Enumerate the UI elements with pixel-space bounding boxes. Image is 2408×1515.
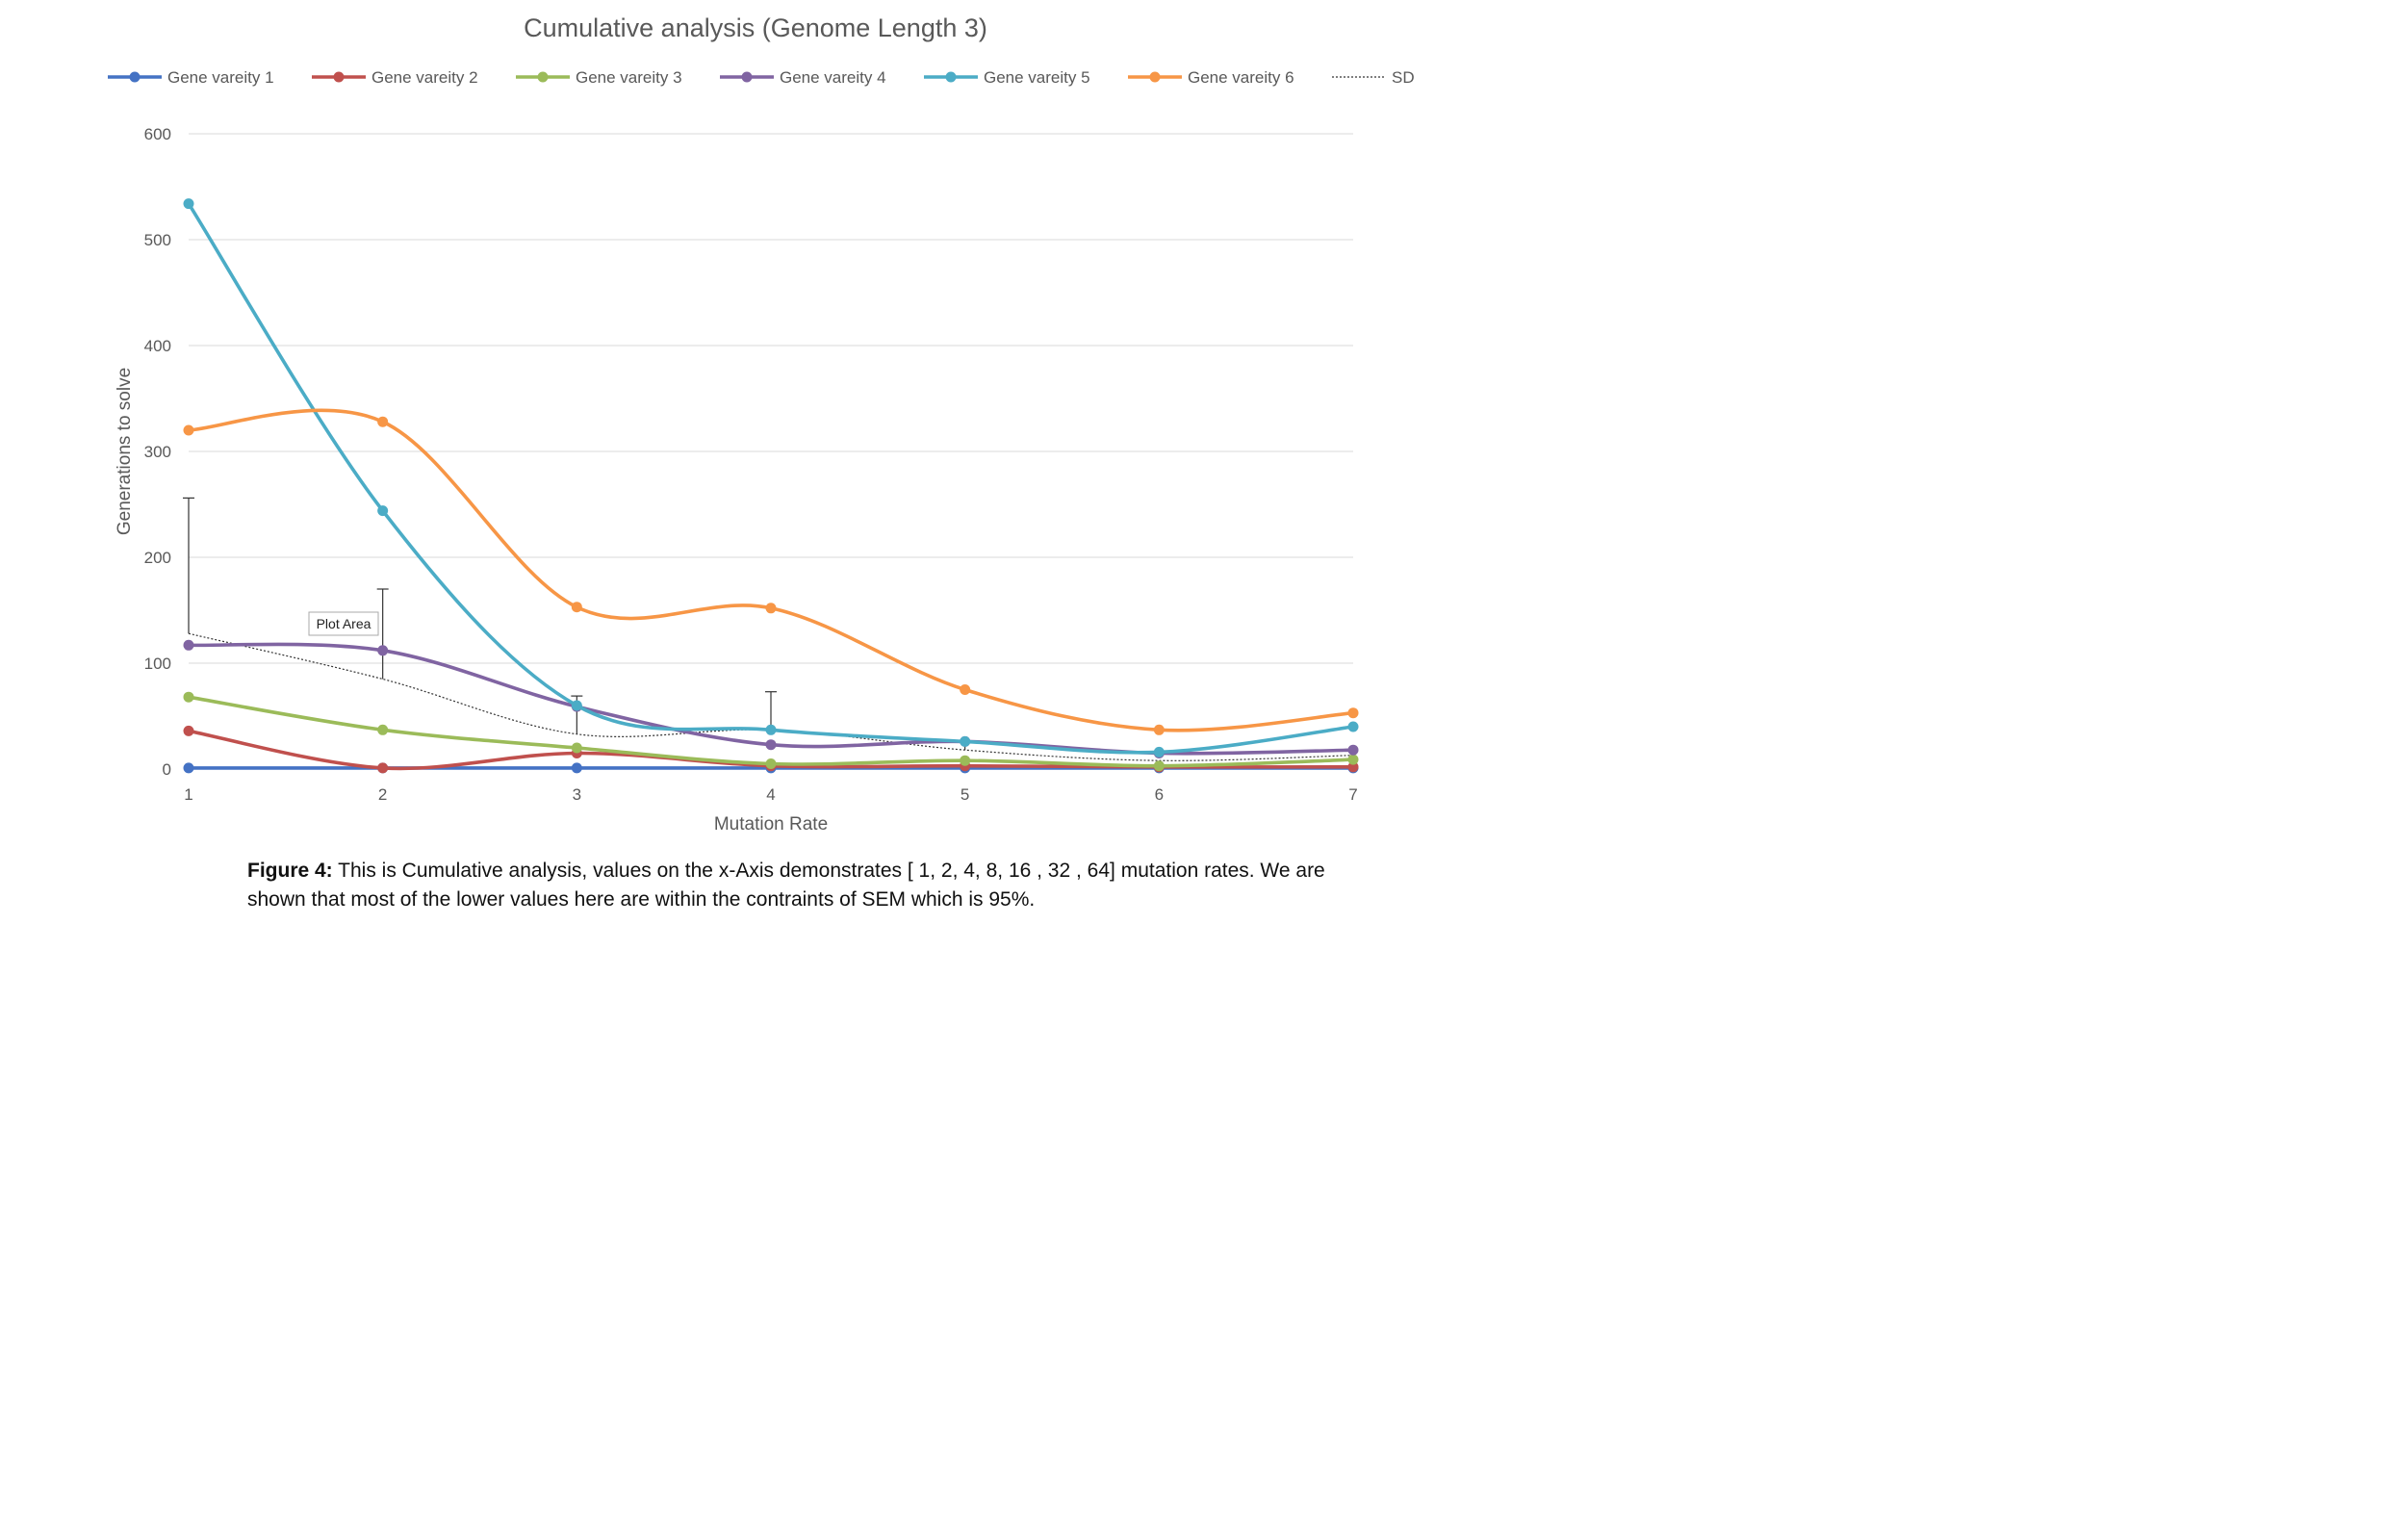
sd-error-bars [183,497,971,751]
legend-swatch-marker [741,71,753,83]
data-point [183,691,194,703]
data-point [1153,760,1165,772]
legend-label: Gene vareity 3 [576,68,682,87]
data-point [377,762,389,774]
x-tick-label: 1 [184,785,192,804]
x-tick-label: 3 [573,785,581,804]
legend-label: Gene vareity 6 [1188,68,1294,87]
legend-item-3: Gene vareity 3 [516,68,682,87]
series-line [187,202,1354,755]
data-point [377,645,389,656]
x-tick-label: 7 [1348,785,1357,804]
y-tick-label: 600 [144,125,171,143]
series-3 [183,691,1359,772]
plot-area-tooltip: Plot Area [308,611,379,636]
legend-item-6: Gene vareity 6 [1128,68,1294,87]
data-point [765,724,777,735]
caption-text: This is Cumulative analysis, values on t… [247,860,1325,911]
legend-item-1: Gene vareity 1 [108,68,274,87]
data-point [183,725,194,736]
data-point [571,700,582,711]
y-axis-label: Generations to solve [115,368,135,535]
legend-item-4: Gene vareity 4 [720,68,886,87]
data-point [1347,754,1359,765]
legend-label: SD [1392,68,1415,87]
x-tick-label: 6 [1155,785,1164,804]
caption-label: Figure 4: [247,860,333,882]
y-tick-label: 400 [144,337,171,355]
x-tick-label: 4 [766,785,775,804]
legend-item-sd: SD [1332,68,1415,87]
legend-swatch-marker [129,71,141,83]
legend-swatch-marker [945,71,957,83]
gridlines [189,133,1353,770]
data-point [377,416,389,427]
legend-label: Gene vareity 4 [780,68,886,87]
y-tick-label: 0 [163,760,171,779]
data-point [1153,724,1165,735]
legend-swatch-marker [1149,71,1161,83]
data-point [183,639,194,651]
y-tick-label: 300 [144,443,171,461]
data-point [183,762,194,774]
data-point [1347,761,1359,773]
x-tick-label: 5 [961,785,969,804]
y-tick-label: 500 [144,231,171,249]
x-axis-label: Mutation Rate [714,814,828,835]
x-tick-label: 2 [378,785,387,804]
legend-swatch-marker [537,71,549,83]
x-axis-ticks: 1 2 3 4 5 6 7 [184,785,1357,804]
data-point [1153,746,1165,758]
data-point [765,603,777,614]
figure-caption: Figure 4: This is Cumulative analysis, v… [247,857,1373,914]
legend-label: Gene vareity 1 [167,68,274,87]
data-point [1347,707,1359,719]
legend-label: Gene vareity 5 [984,68,1090,87]
data-point [1347,744,1359,756]
series-group [183,198,1359,774]
series-6 [183,408,1359,735]
legend: Gene vareity 1 Gene vareity 2 Gene vareity… [108,68,1415,87]
data-point [377,505,389,517]
data-point [765,739,777,751]
data-point [571,762,582,774]
data-point [571,742,582,754]
data-point [183,198,194,210]
y-tick-label: 200 [144,549,171,567]
data-point [377,724,389,735]
series-5 [183,198,1359,758]
data-point [765,758,777,769]
series-line [188,408,1354,732]
legend-swatch-marker [333,71,345,83]
chart: Cumulative analysis (Genome Length 3) Ge… [108,13,1415,835]
legend-item-5: Gene vareity 5 [924,68,1090,87]
tooltip-text: Plot Area [317,616,371,631]
data-point [571,602,582,613]
data-point [183,424,194,436]
legend-item-2: Gene vareity 2 [312,68,478,87]
y-tick-label: 100 [144,655,171,673]
data-point [1347,721,1359,732]
chart-title: Cumulative analysis (Genome Length 3) [524,13,987,42]
data-point [960,755,971,766]
data-point [960,684,971,695]
y-axis-ticks: 0 100 200 300 400 500 600 [144,125,171,779]
data-point [960,735,971,747]
legend-label: Gene vareity 2 [371,68,478,87]
